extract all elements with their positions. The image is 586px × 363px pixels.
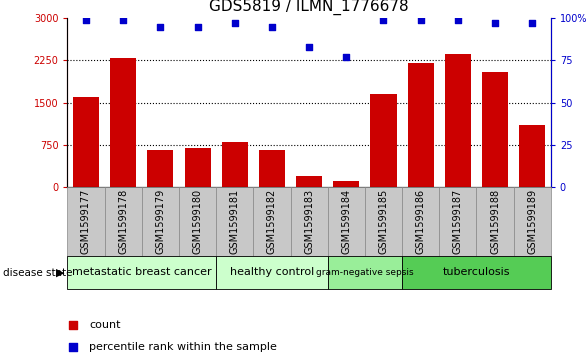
Bar [445,54,471,187]
Bar [67,256,216,289]
Text: GSM1599185: GSM1599185 [379,189,389,254]
Bar [370,94,397,187]
Point [305,44,314,50]
Bar [147,150,173,187]
Bar [328,256,402,289]
Text: GSM1599178: GSM1599178 [118,189,128,254]
Point [342,54,351,60]
Text: GSM1599189: GSM1599189 [527,189,537,254]
Bar [216,256,328,289]
Bar [328,187,365,256]
Text: tuberculosis: tuberculosis [442,267,510,277]
Point [118,17,128,23]
Text: GSM1599184: GSM1599184 [341,189,351,254]
Point [230,20,240,26]
Bar [222,142,248,187]
Bar [519,125,545,187]
Bar [104,187,142,256]
Bar [291,187,328,256]
Bar [440,187,476,256]
Text: metastatic breast cancer: metastatic breast cancer [72,267,212,277]
Text: disease state: disease state [3,268,73,278]
Bar [253,187,291,256]
Bar [179,187,216,256]
Bar [142,187,179,256]
Bar [408,63,434,187]
Point [416,17,425,23]
Text: count: count [89,320,121,330]
Bar [476,187,514,256]
Text: GSM1599188: GSM1599188 [490,189,500,254]
Point [490,20,500,26]
Title: GDS5819 / ILMN_1776678: GDS5819 / ILMN_1776678 [209,0,409,15]
Text: GSM1599182: GSM1599182 [267,189,277,254]
Bar [365,187,402,256]
Point [527,20,537,26]
Bar [216,187,253,256]
Point [267,24,277,29]
Text: GSM1599183: GSM1599183 [304,189,314,254]
Point [81,17,91,23]
Text: gram-negative sepsis: gram-negative sepsis [316,268,414,277]
Bar [402,187,440,256]
Point [453,17,462,23]
Point [156,24,165,29]
Text: ▶: ▶ [56,268,65,278]
Bar [333,181,359,187]
Bar [259,150,285,187]
Text: GSM1599181: GSM1599181 [230,189,240,254]
Bar [110,58,136,187]
Point [379,17,388,23]
Text: GSM1599179: GSM1599179 [155,189,165,254]
Text: GSM1599177: GSM1599177 [81,189,91,254]
Text: healthy control: healthy control [230,267,314,277]
Bar [67,187,104,256]
Text: GSM1599180: GSM1599180 [193,189,203,254]
Text: GSM1599187: GSM1599187 [453,189,463,254]
Bar [514,187,551,256]
Text: percentile rank within the sample: percentile rank within the sample [89,342,277,352]
Point [416,252,425,258]
Bar [402,256,551,289]
Bar [73,97,99,187]
Bar [482,72,508,187]
Point [193,24,202,29]
Point [416,54,425,60]
Bar [185,147,210,187]
Text: GSM1599186: GSM1599186 [415,189,425,254]
Bar [296,176,322,187]
